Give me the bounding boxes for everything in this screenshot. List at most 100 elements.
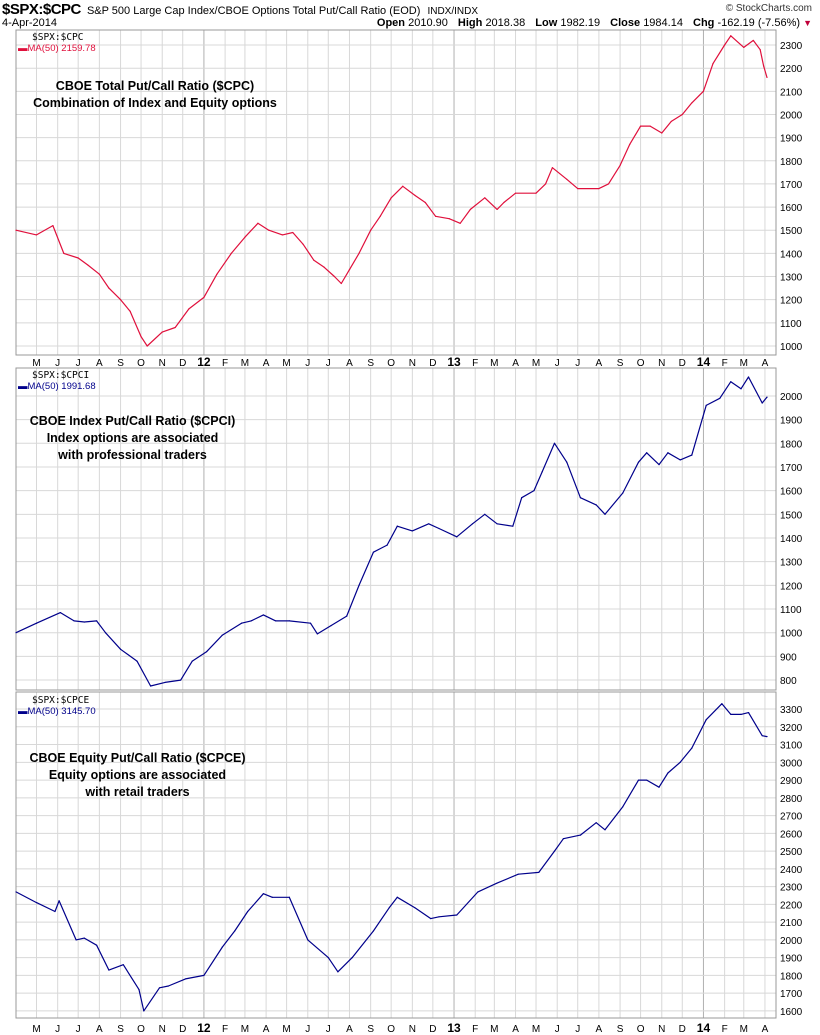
x-tick-label: N	[159, 358, 166, 369]
annotation-line: CBOE Index Put/Call Ratio ($CPCI)	[29, 414, 236, 428]
data-point	[595, 504, 597, 506]
data-point	[221, 946, 223, 948]
data-point	[52, 225, 54, 227]
annotation-line: CBOE Equity Put/Call Ratio ($CPCE)	[29, 751, 246, 765]
data-point	[386, 544, 388, 546]
x-tick-label: A	[762, 1024, 769, 1035]
data-point	[230, 252, 232, 254]
x-tick-label: N	[409, 358, 416, 369]
data-point	[346, 615, 348, 617]
series-line-1	[15, 35, 768, 347]
data-point	[370, 229, 372, 231]
data-point	[411, 530, 413, 532]
y-tick-label: 1600	[780, 203, 803, 214]
ohlc-readout: Open 2010.90 High 2018.38 Low 1982.19 Cl…	[370, 17, 812, 29]
data-point	[747, 711, 750, 714]
x-tick-label: O	[387, 1024, 395, 1035]
data-point	[83, 621, 85, 623]
x-tick-label: S	[367, 358, 374, 369]
panel-3-annotation: CBOE Equity Put/Call Ratio ($CPCE) Equit…	[10, 750, 265, 801]
data-point	[521, 497, 523, 499]
stockcharts-brand[interactable]: © StockCharts.com	[725, 3, 812, 14]
data-point	[379, 215, 381, 217]
data-point	[566, 461, 568, 463]
data-point	[646, 452, 648, 454]
y-tick-label: 2800	[780, 794, 803, 805]
data-point	[161, 331, 163, 333]
annotation-line: Equity options are associated	[48, 768, 227, 782]
y-tick-label: 1400	[780, 249, 803, 260]
y-tick-label: 1900	[780, 954, 803, 965]
annotation-line: with retail traders	[85, 785, 190, 799]
data-point	[637, 779, 640, 781]
data-point	[579, 834, 582, 836]
data-point	[759, 49, 761, 51]
data-point	[390, 197, 392, 199]
data-point	[119, 299, 122, 301]
x-tick-label: M	[532, 358, 540, 369]
open-label: Open	[376, 17, 406, 29]
data-point	[691, 454, 693, 456]
data-point	[316, 633, 318, 635]
y-tick-label: 1000	[780, 342, 803, 353]
data-point	[35, 901, 38, 904]
data-point	[240, 622, 243, 624]
y-tick-label: 2200	[780, 900, 803, 911]
chg-value: -162.19 (-7.56%)	[717, 17, 801, 29]
y-tick-label: 1000	[780, 629, 803, 640]
data-point	[670, 120, 672, 123]
x-tick-label: 13	[447, 355, 461, 369]
x-tick-label: A	[596, 358, 603, 369]
data-point	[275, 620, 277, 622]
data-point	[138, 988, 140, 991]
x-tick-label: D	[429, 1024, 436, 1035]
panel-frame	[15, 29, 777, 356]
data-point	[484, 197, 486, 199]
data-point	[459, 222, 461, 224]
data-point	[622, 492, 624, 494]
data-point	[679, 459, 681, 461]
data-point	[58, 900, 60, 902]
x-tick-label: J	[76, 358, 81, 369]
x-tick-label: M	[532, 1024, 540, 1035]
panel-1-ma-legend: ▬MA(50) 2159.78	[18, 43, 96, 54]
x-tick-label: S	[117, 1024, 124, 1035]
y-tick-label: 1400	[780, 534, 803, 545]
y-tick-label: 1800	[780, 157, 803, 168]
y-tick-label: 1200	[780, 581, 803, 592]
data-point	[174, 326, 176, 329]
data-point	[562, 838, 564, 840]
panel-1-symbol: $SPX:$CPC	[32, 32, 84, 43]
data-point	[598, 187, 600, 190]
data-point	[637, 461, 640, 463]
data-point	[414, 907, 416, 909]
data-point	[302, 243, 304, 245]
x-tick-label: D	[679, 1024, 686, 1035]
data-point	[661, 132, 663, 134]
data-point	[477, 891, 479, 893]
y-tick-label: 3300	[780, 705, 803, 716]
data-point	[430, 917, 432, 920]
data-point	[75, 939, 77, 941]
x-tick-label: A	[762, 358, 769, 369]
x-tick-label: J	[555, 1024, 560, 1035]
chart-title-row: $SPX:$CPC S&P 500 Large Cap Index/CBOE O…	[2, 1, 478, 18]
data-point	[730, 713, 732, 715]
x-tick-label: N	[658, 358, 665, 369]
data-point	[471, 523, 474, 525]
data-point	[551, 167, 554, 169]
data-point	[514, 192, 517, 194]
data-point	[262, 614, 264, 616]
x-tick-label: J	[305, 358, 310, 369]
data-point	[313, 259, 315, 261]
data-point	[164, 681, 166, 684]
data-point	[766, 735, 768, 738]
data-point	[262, 893, 264, 895]
data-point	[730, 35, 732, 37]
data-point	[681, 113, 683, 116]
data-point	[456, 914, 458, 916]
data-point	[761, 735, 763, 737]
data-point	[762, 65, 765, 67]
x-tick-label: M	[490, 358, 498, 369]
data-point	[566, 178, 568, 180]
